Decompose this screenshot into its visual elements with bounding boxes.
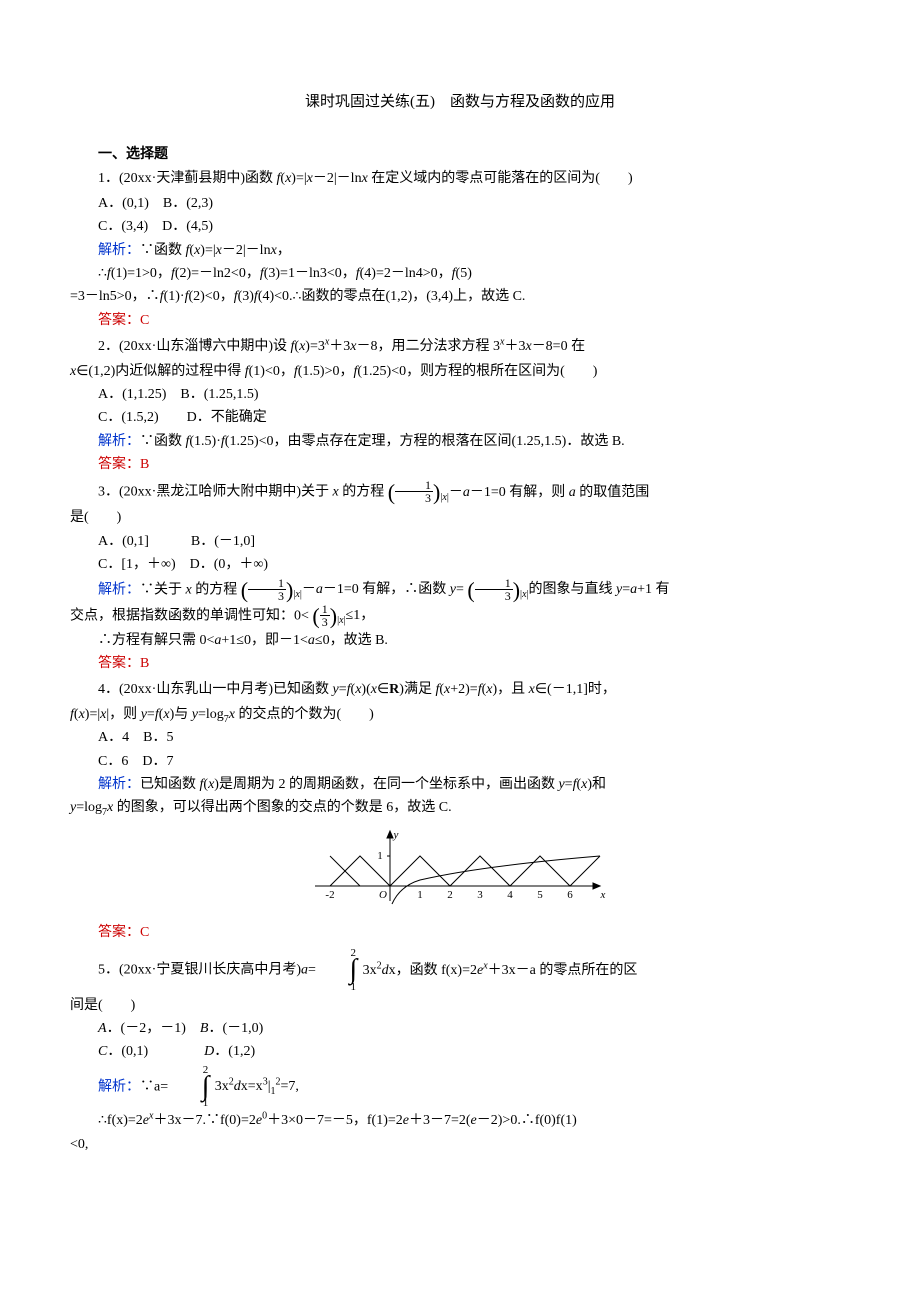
q1-explain-1: 解析：∵函数 f(x)=|x－2|－lnx， <box>70 240 850 262</box>
q4-explain-1: 解析：已知函数 f(x)是周期为 2 的周期函数，在同一个坐标系中，画出函数 y… <box>70 774 850 796</box>
svg-text:1: 1 <box>377 850 383 862</box>
q5-stem-2: 间是( ) <box>70 995 850 1017</box>
page-title: 课时巩固过关练(五) 函数与方程及函数的应用 <box>70 90 850 114</box>
q1-explain-3: =3－ln5>0，∴f(1)·f(2)<0，f(3)f(4)<0.∴函数的零点在… <box>70 286 850 308</box>
q5-opt-cd: C．(0,1) D．(1,2) <box>70 1041 850 1063</box>
svg-text:O: O <box>379 889 387 901</box>
svg-text:5: 5 <box>537 889 543 901</box>
q5-opt-ab: A．(－2，－1) B．(－1,0) <box>70 1018 850 1040</box>
q2-opt-ab: A．(1,1.25) B．(1.25,1.5) <box>70 384 850 406</box>
q4-answer: 答案：C <box>70 922 850 944</box>
q3-stem-2: 是( ) <box>70 507 850 529</box>
q2-answer: 答案：B <box>70 454 850 476</box>
svg-text:2: 2 <box>447 889 453 901</box>
q2-stem-2: x∈(1,2)内近似解的过程中得 f(1)<0，f(1.5)>0，f(1.25)… <box>70 361 850 383</box>
q4-explain-2: y=log7x 的图象，可以得出两个图象的交点的个数是 6，故选 C. <box>70 797 850 819</box>
q3-opt-cd: C．[1，＋∞) D．(0，＋∞) <box>70 554 850 576</box>
q4-stem-2: f(x)=|x|，则 y=f(x)与 y=log7x 的交点的个数为( ) <box>70 704 850 726</box>
q4-graph: y 1 -2 O 1 2 3 4 5 6 x <box>310 826 610 916</box>
q3-explain-2: 交点，根据指数函数的单调性可知：0< (13)|x|≤1， <box>70 604 850 629</box>
q5-explain-2: ∴f(x)=2ex＋3x－7.∵f(0)=2e0＋3×0－7=－5，f(1)=2… <box>70 1110 850 1132</box>
svg-text:1: 1 <box>417 889 423 901</box>
svg-text:3: 3 <box>477 889 483 901</box>
q1-stem: 1．(20xx·天津蓟县期中)函数 f(x)=|x－2|－lnx 在定义域内的零… <box>70 168 850 190</box>
svg-text:6: 6 <box>567 889 573 901</box>
q3-opt-ab: A．(0,1] B．(－1,0] <box>70 531 850 553</box>
q3-explain-1: 解析：∵关于 x 的方程 (13)|x|－a－1=0 有解，∴函数 y= (13… <box>70 578 850 603</box>
q1-opt-cd: C．(3,4) D．(4,5) <box>70 216 850 238</box>
q5-stem: 5．(20xx·宁夏银川长庆高中月考)a= 2∫1 3x2dx，函数 f(x)=… <box>70 948 850 992</box>
q1-explain-2: ∴f(1)=1>0，f(2)=－ln2<0，f(3)=1－ln3<0，f(4)=… <box>70 263 850 285</box>
q4-opt-cd: C．6 D．7 <box>70 751 850 773</box>
section-header: 一、选择题 <box>70 144 850 166</box>
svg-text:x: x <box>600 889 606 901</box>
svg-text:4: 4 <box>507 889 513 901</box>
q1-answer: 答案：C <box>70 310 850 332</box>
q1-opt-ab: A．(0,1) B．(2,3) <box>70 193 850 215</box>
q4-opt-ab: A．4 B．5 <box>70 727 850 749</box>
q2-opt-cd: C．(1.5,2) D．不能确定 <box>70 407 850 429</box>
svg-text:-2: -2 <box>325 889 334 901</box>
q3-explain-3: ∴方程有解只需 0<a+1≤0，即－1<a≤0，故选 B. <box>70 630 850 652</box>
q5-explain-1: 解析：∵a= 2∫1 3x2dx=x3|12=7, <box>70 1065 850 1109</box>
q5-explain-3: <0, <box>70 1134 850 1156</box>
q3-answer: 答案：B <box>70 653 850 675</box>
q2-explain: 解析：∵函数 f(1.5)·f(1.25)<0，由零点存在定理，方程的根落在区间… <box>70 431 850 453</box>
q3-stem: 3．(20xx·黑龙江哈师大附中期中)关于 x 的方程 (13)|x|－a－1=… <box>70 480 850 505</box>
svg-text:y: y <box>393 829 399 841</box>
q2-stem-1: 2．(20xx·山东淄博六中期中)设 f(x)=3x＋3x－8，用二分法求方程 … <box>70 336 850 358</box>
q4-stem-1: 4．(20xx·山东乳山一中月考)已知函数 y=f(x)(x∈R)满足 f(x+… <box>70 679 850 701</box>
